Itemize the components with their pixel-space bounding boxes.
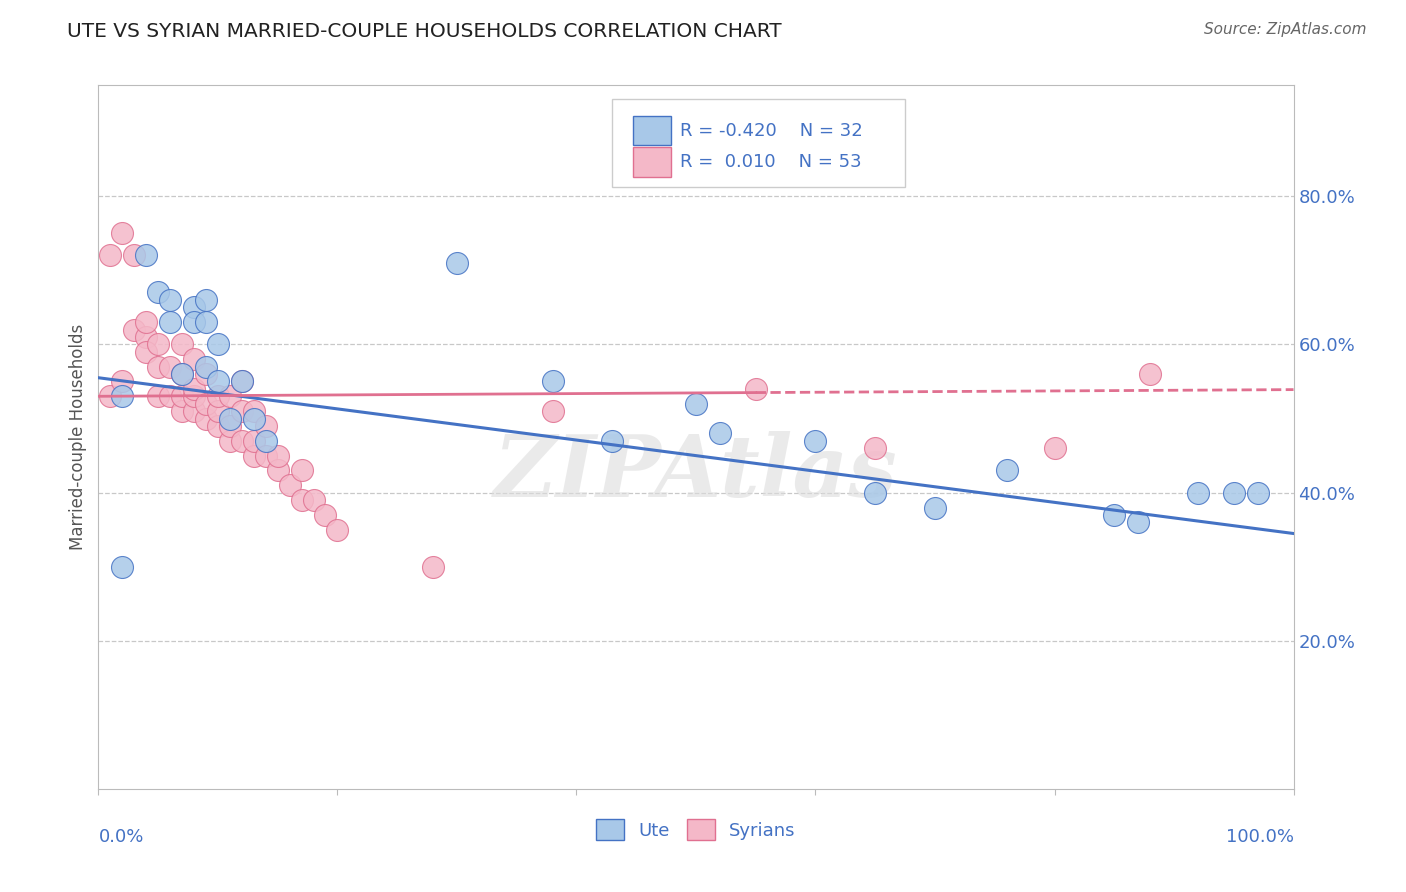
- Point: [207, 375, 229, 389]
- Point: [207, 337, 229, 351]
- Point: [183, 389, 205, 403]
- Point: [243, 411, 266, 425]
- Point: [148, 337, 170, 351]
- Point: [1187, 485, 1209, 500]
- Point: [98, 389, 122, 403]
- Point: [183, 352, 205, 367]
- Point: [219, 419, 242, 434]
- Point: [195, 367, 218, 381]
- Point: [148, 359, 170, 374]
- Point: [995, 463, 1018, 477]
- Point: [422, 560, 444, 574]
- FancyBboxPatch shape: [613, 99, 905, 187]
- Text: R =  0.010    N = 53: R = 0.010 N = 53: [681, 153, 862, 171]
- Point: [183, 300, 205, 314]
- Point: [243, 434, 266, 448]
- Point: [326, 523, 349, 537]
- Point: [709, 426, 731, 441]
- Point: [865, 441, 887, 455]
- Point: [111, 226, 134, 240]
- Text: 100.0%: 100.0%: [1226, 828, 1294, 847]
- Point: [207, 419, 229, 434]
- Y-axis label: Married-couple Households: Married-couple Households: [69, 324, 87, 550]
- Text: ZIPAtlas: ZIPAtlas: [494, 431, 898, 514]
- Point: [135, 330, 157, 344]
- Point: [135, 248, 157, 262]
- Point: [804, 434, 827, 448]
- FancyBboxPatch shape: [633, 147, 671, 177]
- Point: [195, 293, 218, 307]
- Point: [1247, 485, 1270, 500]
- Point: [172, 404, 194, 418]
- FancyBboxPatch shape: [633, 116, 671, 145]
- Text: 0.0%: 0.0%: [98, 828, 143, 847]
- Point: [98, 248, 122, 262]
- Point: [541, 375, 564, 389]
- Point: [172, 367, 194, 381]
- Point: [254, 449, 277, 463]
- Point: [924, 500, 946, 515]
- Point: [207, 389, 229, 403]
- Point: [685, 397, 707, 411]
- Point: [207, 404, 229, 418]
- Point: [231, 434, 253, 448]
- Point: [302, 493, 325, 508]
- Point: [159, 293, 181, 307]
- Point: [1128, 516, 1150, 530]
- Point: [254, 434, 277, 448]
- Point: [183, 315, 205, 329]
- Point: [1043, 441, 1066, 455]
- Legend: Ute, Syrians: Ute, Syrians: [589, 812, 803, 847]
- Point: [278, 478, 301, 492]
- Point: [243, 404, 266, 418]
- Point: [1104, 508, 1126, 522]
- Text: Source: ZipAtlas.com: Source: ZipAtlas.com: [1204, 22, 1367, 37]
- Point: [172, 337, 194, 351]
- Point: [267, 463, 290, 477]
- Point: [183, 382, 205, 396]
- Point: [267, 449, 290, 463]
- Point: [315, 508, 337, 522]
- Point: [446, 256, 468, 270]
- Point: [195, 315, 218, 329]
- Point: [135, 315, 157, 329]
- Point: [1139, 367, 1161, 381]
- Point: [172, 367, 194, 381]
- Text: R = -0.420    N = 32: R = -0.420 N = 32: [681, 121, 863, 139]
- Point: [195, 397, 218, 411]
- Point: [243, 449, 266, 463]
- Point: [159, 359, 181, 374]
- Point: [135, 344, 157, 359]
- Point: [745, 382, 768, 396]
- Point: [111, 389, 134, 403]
- Point: [219, 411, 242, 425]
- Point: [148, 389, 170, 403]
- Point: [1223, 485, 1246, 500]
- Point: [219, 389, 242, 403]
- Point: [254, 419, 277, 434]
- Point: [231, 375, 253, 389]
- Point: [183, 404, 205, 418]
- Point: [195, 411, 218, 425]
- Point: [124, 248, 146, 262]
- Point: [602, 434, 624, 448]
- Point: [291, 493, 314, 508]
- Point: [231, 404, 253, 418]
- Point: [148, 285, 170, 300]
- Point: [111, 560, 134, 574]
- Text: UTE VS SYRIAN MARRIED-COUPLE HOUSEHOLDS CORRELATION CHART: UTE VS SYRIAN MARRIED-COUPLE HOUSEHOLDS …: [67, 22, 782, 41]
- Point: [159, 315, 181, 329]
- Point: [865, 485, 887, 500]
- Point: [159, 389, 181, 403]
- Point: [291, 463, 314, 477]
- Point: [231, 375, 253, 389]
- Point: [111, 375, 134, 389]
- Point: [124, 322, 146, 336]
- Point: [541, 404, 564, 418]
- Point: [219, 434, 242, 448]
- Point: [172, 389, 194, 403]
- Point: [195, 359, 218, 374]
